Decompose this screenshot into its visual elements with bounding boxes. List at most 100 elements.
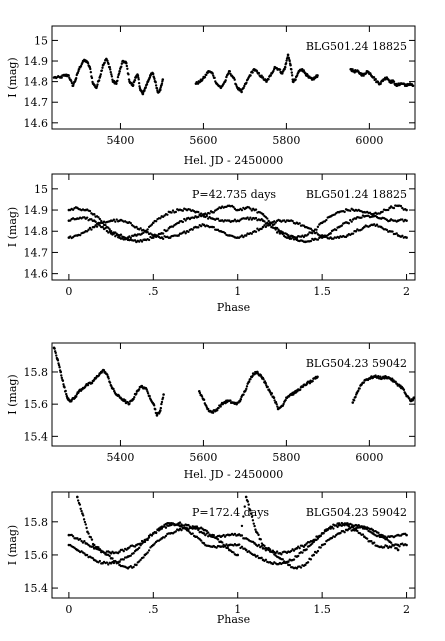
data-point bbox=[305, 548, 308, 551]
data-point bbox=[197, 226, 200, 229]
data-point bbox=[160, 400, 164, 404]
data-point bbox=[86, 62, 90, 65]
data-point bbox=[330, 525, 334, 529]
period-label: P=172.4 days bbox=[192, 506, 269, 519]
data-point bbox=[267, 219, 270, 223]
data-point bbox=[299, 566, 303, 569]
data-point bbox=[144, 86, 147, 89]
data-point bbox=[108, 381, 112, 384]
data-point bbox=[161, 78, 165, 81]
data-point bbox=[379, 375, 382, 378]
data-point bbox=[298, 222, 301, 225]
data-point bbox=[254, 528, 257, 531]
data-point bbox=[154, 531, 158, 535]
data-point bbox=[392, 544, 396, 547]
data-point bbox=[88, 209, 92, 213]
data-point bbox=[127, 78, 131, 81]
data-point bbox=[197, 210, 200, 214]
y-tick-label: 15.4 bbox=[24, 430, 49, 443]
data-point bbox=[107, 62, 110, 66]
data-point bbox=[137, 81, 141, 85]
data-point bbox=[240, 545, 244, 548]
data-point bbox=[240, 524, 244, 528]
data-point bbox=[129, 221, 132, 225]
data-point bbox=[391, 230, 394, 233]
data-point bbox=[229, 399, 232, 402]
data-point bbox=[401, 542, 404, 545]
data-point bbox=[291, 219, 294, 223]
data-point bbox=[97, 79, 101, 82]
data-point bbox=[233, 78, 236, 81]
data-point bbox=[109, 70, 112, 74]
data-point bbox=[161, 396, 165, 399]
data-point bbox=[90, 538, 94, 541]
panel-lightcurve-blg504: 5400 5600 5800 6000 15.4 15.6 15.8 Hel. JD - 24… bbox=[6, 342, 416, 481]
data-point bbox=[139, 558, 142, 562]
data-point bbox=[240, 208, 244, 212]
data-point bbox=[257, 533, 260, 537]
data-point bbox=[302, 545, 306, 549]
x-tick-label: .5 bbox=[148, 603, 159, 616]
data-point bbox=[77, 67, 81, 71]
data-point bbox=[247, 380, 251, 383]
data-point bbox=[312, 229, 315, 233]
panel-phased-blg501: 0 .5 1 1.5 2 14.6 14.7 14.8 14.9 15 Phase I (mag) BL… bbox=[6, 173, 416, 314]
data-point bbox=[171, 209, 175, 212]
data-point bbox=[164, 534, 168, 538]
y-axis-title: I (mag) bbox=[6, 374, 19, 414]
data-point bbox=[166, 213, 169, 216]
data-point bbox=[145, 388, 148, 391]
data-point bbox=[316, 375, 319, 379]
data-point bbox=[370, 540, 373, 543]
data-point bbox=[245, 385, 249, 388]
data-point bbox=[133, 78, 137, 82]
data-point bbox=[263, 544, 266, 548]
data-point bbox=[97, 216, 100, 219]
data-point bbox=[261, 76, 265, 79]
data-point bbox=[138, 546, 141, 550]
data-point bbox=[184, 219, 187, 222]
data-point bbox=[268, 548, 272, 551]
data-point bbox=[154, 84, 158, 87]
data-point bbox=[223, 535, 227, 538]
data-point bbox=[60, 376, 64, 380]
data-point bbox=[247, 218, 251, 221]
data-point bbox=[118, 550, 121, 553]
data-point bbox=[129, 565, 132, 568]
data-point bbox=[195, 525, 199, 528]
data-point bbox=[159, 406, 163, 410]
data-point bbox=[227, 72, 230, 75]
data-point bbox=[110, 73, 113, 76]
data-point bbox=[358, 532, 362, 535]
data-point bbox=[115, 82, 118, 85]
data-point bbox=[158, 88, 162, 92]
data-point bbox=[250, 209, 253, 212]
data-point bbox=[56, 359, 60, 362]
data-point bbox=[120, 65, 123, 68]
data-point bbox=[148, 76, 152, 79]
data-point bbox=[292, 549, 296, 552]
data-point bbox=[311, 231, 314, 235]
data-point bbox=[78, 537, 82, 541]
data-point bbox=[202, 532, 206, 535]
data-point bbox=[351, 232, 355, 235]
data-point bbox=[412, 396, 416, 400]
data-point bbox=[78, 503, 82, 506]
star-id-label: BLG501.24 18825 bbox=[306, 188, 407, 201]
data-point bbox=[374, 77, 377, 81]
x-tick-label: 5800 bbox=[272, 451, 300, 464]
data-point bbox=[125, 64, 129, 68]
data-point bbox=[187, 523, 190, 527]
data-point bbox=[254, 208, 258, 211]
data-point bbox=[294, 78, 297, 81]
data-point bbox=[116, 561, 120, 565]
data-point bbox=[142, 540, 145, 543]
data-point bbox=[112, 218, 116, 221]
data-point bbox=[197, 215, 200, 219]
data-point bbox=[372, 541, 376, 544]
data-point bbox=[190, 526, 193, 530]
x-tick-label: 6000 bbox=[355, 451, 383, 464]
x-tick-label: 0 bbox=[65, 285, 72, 298]
data-point bbox=[197, 528, 200, 532]
data-point bbox=[170, 211, 173, 214]
